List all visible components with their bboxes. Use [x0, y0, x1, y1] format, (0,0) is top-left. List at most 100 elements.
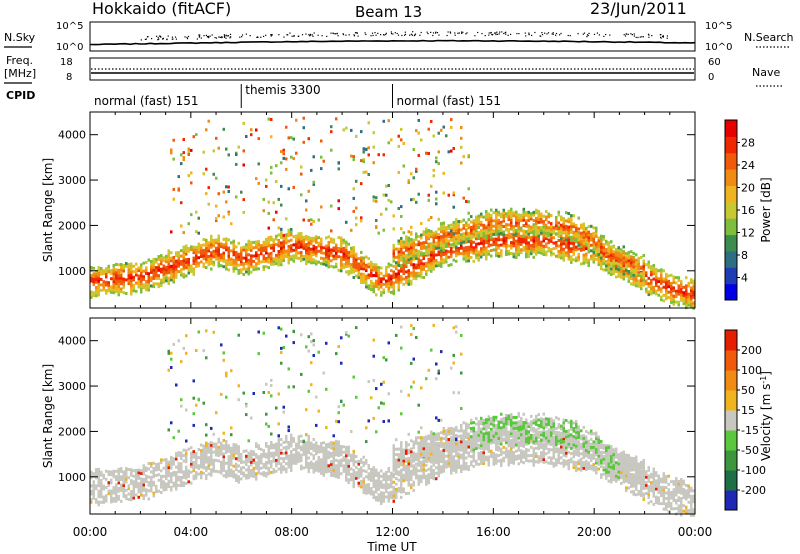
- power-cell: [92, 266, 95, 270]
- power-cell: [287, 255, 290, 259]
- velocity-cell: [412, 456, 415, 460]
- noise-search-point: [583, 32, 586, 34]
- velocity-cell: [290, 466, 293, 470]
- power-cell: [400, 256, 403, 259]
- power-cell: [235, 195, 238, 199]
- power-cell: [412, 148, 415, 151]
- power-cell: [570, 255, 573, 259]
- velocity-cell: [387, 467, 390, 470]
- velocity-cell: [385, 495, 388, 499]
- velocity-cell: [342, 403, 345, 407]
- power-cell: [625, 263, 628, 267]
- power-cell: [420, 259, 423, 263]
- power-cell: [442, 261, 445, 265]
- velocity-cell: [322, 460, 325, 464]
- noise-search-point: [660, 36, 662, 38]
- power-cell: [405, 275, 408, 279]
- power-cell: [387, 184, 390, 187]
- velocity-cell: [267, 466, 270, 470]
- power-cell: [467, 200, 470, 204]
- velocity-cell: [417, 452, 420, 456]
- power-cell: [512, 244, 515, 248]
- velocity-cell: [240, 458, 243, 462]
- power-cell: [355, 206, 358, 210]
- velocity-cell: [127, 484, 130, 488]
- power-cell: [405, 238, 408, 241]
- power-cell: [187, 271, 190, 275]
- power-cell: [347, 270, 350, 273]
- velocity-cell: [415, 476, 418, 480]
- power-cell: [677, 287, 680, 291]
- velocity-cell: [110, 500, 113, 504]
- power-cell: [685, 289, 688, 293]
- velocity-cell: [212, 445, 215, 449]
- velocity-cell: [230, 369, 233, 373]
- velocity-cell: [292, 456, 295, 460]
- power-cell: [217, 234, 220, 238]
- noise-search-point: [567, 34, 569, 37]
- velocity-data: [90, 323, 695, 517]
- velocity-cell: [135, 479, 138, 483]
- power-cell: [455, 240, 458, 243]
- power-cell: [482, 247, 485, 251]
- power-cell: [340, 266, 343, 270]
- power-cell: [407, 247, 410, 251]
- power-cell: [150, 284, 153, 288]
- power-cell: [90, 276, 93, 280]
- power-cell: [505, 212, 508, 216]
- velocity-cell: [292, 459, 295, 462]
- velocity-cell: [265, 382, 268, 386]
- power-cell: [352, 196, 355, 200]
- power-cell: [527, 244, 530, 247]
- power-cell: [122, 264, 125, 267]
- velocity-cell: [400, 476, 403, 480]
- power-cell: [570, 230, 573, 234]
- velocity-cell: [255, 472, 258, 476]
- power-cell: [235, 256, 238, 260]
- velocity-cell: [372, 496, 375, 500]
- velocity-cell: [262, 331, 265, 335]
- power-cell: [470, 234, 473, 238]
- power-cell: [232, 253, 235, 257]
- power-cell: [522, 218, 525, 222]
- velocity-cell: [160, 491, 163, 494]
- velocity-cell: [160, 485, 163, 489]
- power-cell: [327, 254, 330, 258]
- power-cell: [337, 199, 340, 203]
- velocity-cell: [255, 445, 258, 448]
- power-cell: [470, 250, 473, 254]
- velocity-cell: [240, 461, 243, 465]
- power-cell: [280, 233, 283, 237]
- power-cell: [430, 250, 433, 254]
- power-cell: [587, 238, 590, 242]
- power-cell: [217, 214, 220, 218]
- velocity-cell: [255, 442, 258, 446]
- power-cell: [630, 277, 633, 280]
- velocity-cell: [310, 447, 313, 450]
- velocity-cell: [185, 454, 188, 458]
- power-cell: [597, 247, 600, 251]
- power-cell: [557, 221, 560, 225]
- velocity-cell: [140, 488, 143, 492]
- power-cell: [540, 251, 543, 255]
- power-cell: [420, 252, 423, 256]
- power-cell: [450, 255, 453, 259]
- power-cell: [555, 232, 558, 236]
- power-cell: [270, 118, 273, 121]
- power-cell: [127, 279, 130, 283]
- power-cell: [510, 232, 513, 236]
- power-cell: [202, 238, 205, 241]
- power-cell: [117, 268, 120, 272]
- power-cell: [545, 231, 548, 235]
- velocity-cell: [337, 345, 340, 349]
- velocity-cell: [380, 499, 383, 503]
- power-cell: [415, 237, 418, 241]
- power-cell: [562, 236, 565, 240]
- velocity-cell: [317, 409, 320, 413]
- power-cell: [355, 255, 358, 259]
- power-cell: [177, 175, 180, 179]
- power-cell: [612, 272, 615, 275]
- power-cell: [410, 243, 413, 247]
- power-cell: [522, 210, 525, 214]
- velocity-cell: [317, 445, 320, 449]
